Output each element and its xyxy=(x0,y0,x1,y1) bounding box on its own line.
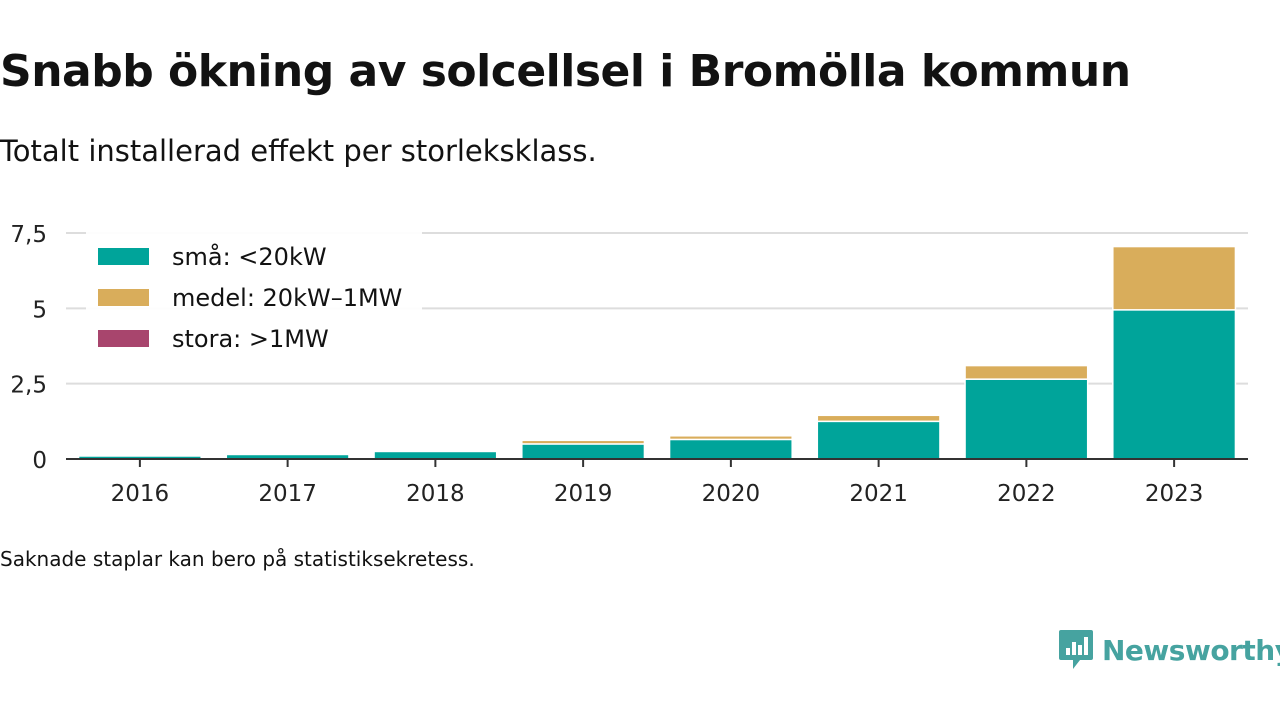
legend-item-medium: medel: 20kW–1MW xyxy=(86,277,422,318)
bars xyxy=(77,245,1237,460)
bar-segment xyxy=(1112,245,1237,311)
legend-swatch-small xyxy=(98,248,149,265)
brand-name: Newsworthy xyxy=(1102,633,1280,667)
x-tick-label: 2018 xyxy=(406,481,465,507)
bar-segment xyxy=(964,378,1089,460)
x-axis-ticks xyxy=(138,459,1176,467)
y-tick-label: 0 xyxy=(32,448,47,474)
bar-segment xyxy=(668,435,793,441)
bar-segment xyxy=(816,420,941,460)
bar-segment xyxy=(1112,309,1237,460)
x-tick-label: 2019 xyxy=(554,481,613,507)
x-axis-labels: 2016 2017 2018 2019 2020 2021 2022 2023 xyxy=(111,481,1204,507)
legend-item-small: små: <20kW xyxy=(86,236,422,277)
x-tick-label: 2023 xyxy=(1145,481,1204,507)
page-subtitle: Totalt installerad effekt per storlekskl… xyxy=(0,134,597,168)
chart-bubble-icon xyxy=(1059,630,1093,669)
bar-segment xyxy=(521,439,646,445)
legend-label-medium: medel: 20kW–1MW xyxy=(172,283,403,312)
legend-item-large: stora: >1MW xyxy=(86,318,422,359)
bar-segment xyxy=(521,443,646,460)
page-title: Snabb ökning av solcellsel i Bromölla ko… xyxy=(0,46,1131,97)
x-tick-label: 2022 xyxy=(997,481,1056,507)
x-tick-label: 2021 xyxy=(849,481,908,507)
bar-segment xyxy=(816,414,941,423)
x-tick-label: 2017 xyxy=(258,481,317,507)
bar-segment xyxy=(373,450,498,460)
x-tick-label: 2016 xyxy=(111,481,170,507)
bar-segment xyxy=(668,438,793,460)
brand-logo[interactable]: Newsworthy xyxy=(1058,628,1280,672)
legend: små: <20kW medel: 20kW–1MW stora: >1MW xyxy=(86,232,422,363)
y-tick-label: 2,5 xyxy=(10,373,47,399)
y-axis-labels: 0 2,5 5 7,5 xyxy=(10,222,47,474)
legend-label-small: små: <20kW xyxy=(172,242,327,271)
legend-swatch-large xyxy=(98,330,149,347)
bar-segment xyxy=(964,364,1089,380)
footnote: Saknade staplar kan bero på statistiksek… xyxy=(0,547,475,571)
y-tick-label: 7,5 xyxy=(10,222,47,248)
y-tick-label: 5 xyxy=(32,297,47,323)
x-tick-label: 2020 xyxy=(702,481,761,507)
legend-swatch-medium xyxy=(98,289,149,306)
legend-label-large: stora: >1MW xyxy=(172,324,329,353)
